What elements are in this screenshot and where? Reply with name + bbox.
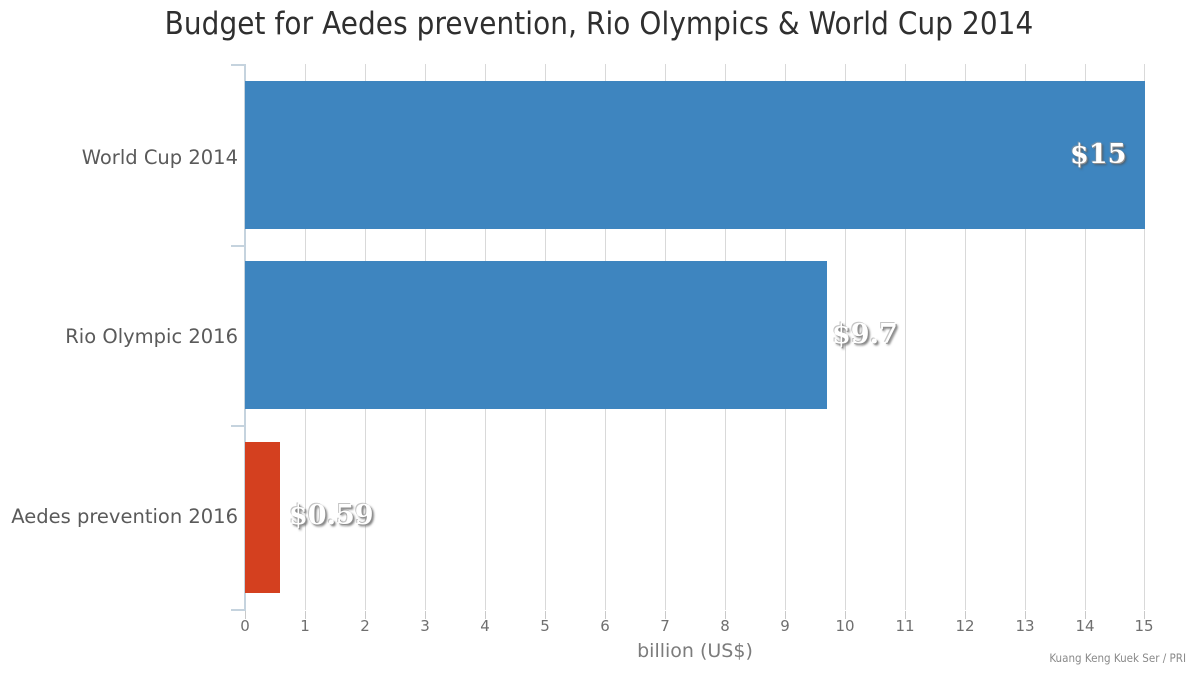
- chart-title: Budget for Aedes prevention, Rio Olympic…: [164, 6, 1034, 42]
- x-tick-8: [725, 611, 726, 619]
- x-tick-2: [365, 611, 366, 619]
- category-tick-2: [231, 425, 245, 427]
- bar-rio-olympic-2016[interactable]: [245, 261, 827, 409]
- x-tick-6: [605, 611, 606, 619]
- gridline-11: [905, 64, 906, 610]
- gridline-12: [965, 64, 966, 610]
- gridline-15: [1144, 64, 1145, 610]
- x-tick-label-13: 13: [1015, 617, 1035, 635]
- data-label-world-cup-2014: $15: [1070, 139, 1127, 170]
- x-tick-label-6: 6: [600, 617, 610, 635]
- x-tick-label-3: 3: [420, 617, 430, 635]
- category-label-rio-olympic-2016: Rio Olympic 2016: [65, 325, 238, 348]
- x-tick-label-5: 5: [540, 617, 550, 635]
- x-tick-4: [485, 611, 486, 619]
- x-tick-label-2: 2: [360, 617, 370, 635]
- category-label-aedes-prevention-2016: Aedes prevention 2016: [11, 505, 238, 528]
- x-tick-label-7: 7: [660, 617, 670, 635]
- gridline-14: [1085, 64, 1086, 610]
- x-tick-9: [785, 611, 786, 619]
- x-tick-10: [845, 611, 846, 619]
- category-label-world-cup-2014: World Cup 2014: [81, 146, 238, 169]
- x-tick-7: [665, 611, 666, 619]
- x-tick-14: [1085, 611, 1086, 619]
- x-tick-label-0: 0: [240, 617, 250, 635]
- category-tick-1: [231, 245, 245, 247]
- x-tick-1: [305, 611, 306, 619]
- x-tick-label-9: 9: [780, 617, 790, 635]
- x-tick-15: [1144, 611, 1145, 619]
- x-tick-label-11: 11: [895, 617, 915, 635]
- x-tick-0: [245, 611, 246, 619]
- x-tick-13: [1025, 611, 1026, 619]
- bar-aedes-prevention-2016[interactable]: [245, 442, 280, 593]
- x-tick-label-4: 4: [480, 617, 490, 635]
- gridline-10: [845, 64, 846, 610]
- credit-text: Kuang Keng Kuek Ser / PRI: [1049, 651, 1186, 665]
- data-label-aedes-prevention-2016: $0.59: [289, 500, 374, 531]
- x-tick-11: [905, 611, 906, 619]
- category-tick-top: [231, 64, 245, 66]
- plot-area: $15 $9.7 $0.59: [245, 64, 1145, 610]
- x-tick-label-10: 10: [835, 617, 855, 635]
- x-tick-label-8: 8: [720, 617, 730, 635]
- x-tick-label-1: 1: [300, 617, 310, 635]
- x-axis-title: billion (US$): [637, 640, 753, 662]
- gridline-13: [1025, 64, 1026, 610]
- data-label-rio-olympic-2016: $9.7: [832, 319, 898, 350]
- category-tick-bottom: [231, 609, 245, 611]
- x-tick-12: [965, 611, 966, 619]
- x-tick-label-12: 12: [955, 617, 975, 635]
- x-tick-5: [545, 611, 546, 619]
- x-tick-3: [425, 611, 426, 619]
- x-tick-label-14: 14: [1075, 617, 1095, 635]
- bar-world-cup-2014[interactable]: [245, 81, 1145, 229]
- x-tick-label-15: 15: [1134, 617, 1154, 635]
